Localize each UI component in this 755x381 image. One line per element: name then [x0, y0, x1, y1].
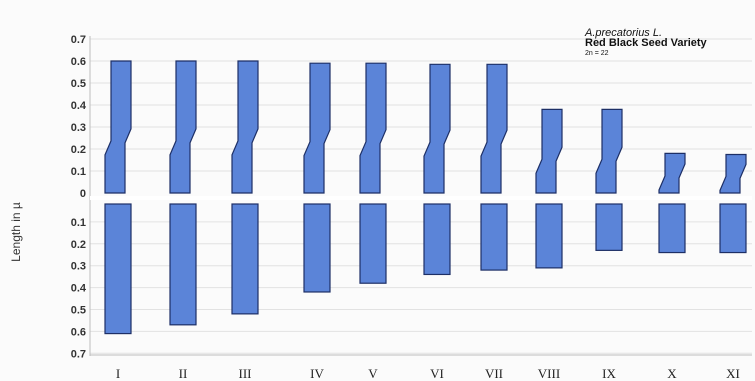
bar-lower-XI	[719, 203, 747, 254]
y-tick-label: 0.2	[71, 144, 86, 156]
chart-note: 2n = 22	[585, 50, 609, 57]
chromosome-bars	[90, 60, 752, 335]
y-tick-label: 0	[80, 188, 86, 200]
x-tick-label: VIII	[538, 366, 560, 381]
bar-lower-V	[359, 203, 387, 284]
x-tick-label: V	[368, 366, 378, 381]
bar-lower-IV	[303, 203, 331, 293]
x-tick-label: VII	[485, 366, 503, 381]
y-axis: 0.7 0.6 0.5 0.4 0.3 0.2 0.1 0 0.1 0.2 0.3 0.4 0.5 0.6…	[71, 34, 91, 360]
y-axis-label: Length in µ	[9, 202, 23, 262]
x-tick-label: IX	[602, 366, 616, 381]
chart-subtitle: Red Black Seed Variety	[585, 37, 708, 49]
x-tick-label: III	[239, 366, 252, 381]
y-tick-label: 0.6	[71, 326, 86, 338]
bar-upper-VIII	[535, 108, 563, 194]
y-tick-label: 0.3	[71, 261, 86, 273]
bar-upper-III	[231, 60, 259, 194]
bar-upper-IV	[303, 62, 331, 194]
y-tick-label: 0.1	[71, 166, 86, 178]
x-tick-label: I	[116, 366, 120, 381]
bar-lower-I	[104, 203, 132, 335]
x-tick-label: X	[667, 366, 677, 381]
y-tick-label: 0.3	[71, 122, 86, 134]
x-tick-label: VI	[430, 366, 444, 381]
y-tick-label: 0.4	[71, 283, 87, 295]
y-tick-label: 0.5	[71, 305, 86, 317]
y-tick-label: 0.1	[71, 217, 86, 229]
x-tick-label: XI	[726, 366, 740, 381]
bar-lower-VII	[480, 203, 508, 271]
bar-lower-II	[169, 203, 197, 326]
gridlines	[90, 38, 752, 354]
y-tick-label: 0.6	[71, 56, 86, 68]
bar-lower-IX	[595, 203, 623, 251]
x-tick-label: IV	[310, 366, 324, 381]
bar-lower-X	[658, 203, 686, 254]
bar-upper-IX	[595, 108, 623, 194]
y-tick-label: 0.4	[71, 100, 87, 112]
bar-lower-VIII	[535, 203, 563, 269]
bar-lower-III	[231, 203, 259, 315]
bar-upper-X	[658, 152, 686, 194]
x-tick-label: II	[179, 366, 188, 381]
y-tick-label: 0.7	[71, 34, 86, 46]
bar-upper-II	[169, 60, 197, 194]
bar-upper-V	[359, 62, 387, 194]
x-axis: I II III IV V VI VII VIII IX X XI	[90, 354, 752, 381]
chart-title: A.precatorius L.	[584, 27, 662, 39]
bar-upper-VI	[423, 63, 451, 194]
y-tick-label: 0.2	[71, 239, 86, 251]
y-tick-label: 0.7	[71, 348, 86, 360]
bar-lower-VI	[423, 203, 451, 276]
bar-upper-VII	[480, 63, 508, 194]
bar-upper-XI	[719, 153, 747, 194]
bar-upper-I	[104, 60, 132, 194]
y-tick-label: 0.5	[71, 78, 86, 90]
